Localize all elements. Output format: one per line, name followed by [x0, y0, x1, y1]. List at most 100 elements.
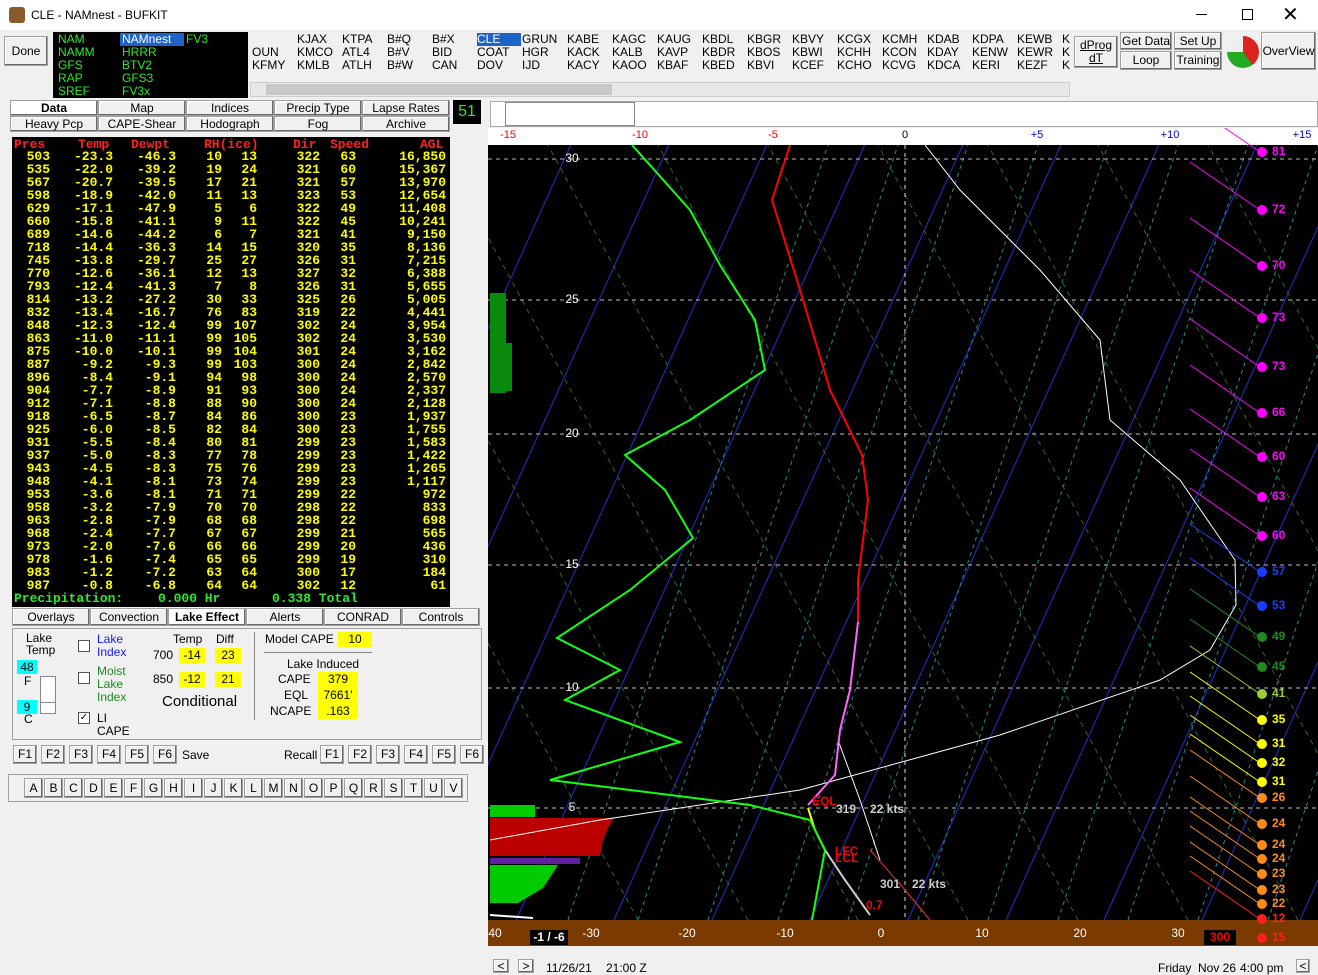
checkbox[interactable]	[78, 640, 90, 652]
fkey[interactable]: F5	[125, 745, 149, 764]
model-item[interactable]: NAMnest	[120, 33, 184, 46]
fkey[interactable]: F3	[69, 745, 93, 764]
letter-key[interactable]: A	[24, 778, 43, 798]
fkey[interactable]: F5	[432, 745, 456, 764]
station[interactable]: KCHO	[837, 58, 872, 72]
minimize[interactable]	[1196, 14, 1207, 15]
station[interactable]: KAVP	[657, 45, 689, 59]
model-item[interactable]: FV3x	[122, 84, 151, 98]
station[interactable]: ATLH	[342, 58, 372, 72]
letter-key[interactable]: V	[444, 778, 463, 798]
letter-key[interactable]: I	[184, 778, 203, 798]
station[interactable]: B#X	[432, 32, 455, 46]
station[interactable]: KERI	[972, 58, 1001, 72]
model-item[interactable]: RAP	[58, 71, 83, 85]
station[interactable]: KABE	[567, 32, 600, 46]
get-data-button[interactable]: Get Data	[1120, 32, 1172, 50]
spinner[interactable]	[40, 676, 56, 704]
station[interactable]: KDAY	[927, 45, 959, 59]
station[interactable]: CAN	[432, 58, 458, 72]
letter-key[interactable]: B	[44, 778, 63, 798]
letter-key[interactable]: D	[84, 778, 103, 798]
tab[interactable]: Indices	[186, 100, 274, 116]
station[interactable]: KJAX	[297, 32, 328, 46]
scroll-thumb[interactable]	[266, 84, 612, 95]
station[interactable]: KDAB	[927, 32, 960, 46]
loop-button[interactable]: Loop	[1120, 51, 1172, 70]
letter-key[interactable]: J	[204, 778, 223, 798]
station[interactable]: KFMY	[252, 58, 286, 72]
letter-key[interactable]: N	[284, 778, 303, 798]
tab[interactable]: Hodograph	[186, 116, 274, 132]
station[interactable]: KBWI	[792, 45, 823, 59]
station[interactable]: KDCA	[927, 58, 961, 72]
tab[interactable]: Fog	[274, 116, 362, 132]
next-button[interactable]: >	[518, 959, 534, 973]
tab[interactable]: CAPE-Shear	[98, 116, 186, 132]
tab[interactable]: Map	[98, 100, 186, 116]
letter-key[interactable]: K	[224, 778, 243, 798]
prev-button[interactable]: <	[493, 959, 509, 973]
model-item[interactable]: NAMM	[58, 45, 95, 59]
fkey[interactable]: F2	[41, 745, 65, 764]
station[interactable]: KCGX	[837, 32, 872, 46]
station[interactable]: COAT	[477, 45, 510, 59]
station[interactable]: B#Q	[387, 32, 412, 46]
model-item[interactable]: GFS3	[122, 71, 154, 85]
station[interactable]: B#W	[387, 58, 414, 72]
letter-key[interactable]: R	[364, 778, 383, 798]
tab[interactable]: Archive	[362, 116, 450, 132]
station[interactable]: KACY	[567, 58, 600, 72]
fkey[interactable]: F3	[376, 745, 400, 764]
panel-tab[interactable]: Controls	[402, 608, 480, 626]
model-item[interactable]: GFS	[58, 58, 83, 72]
station[interactable]: KMCO	[297, 45, 333, 59]
station[interactable]: DOV	[477, 58, 504, 72]
letter-key[interactable]: U	[424, 778, 443, 798]
station[interactable]: KEWB	[1017, 32, 1053, 46]
station[interactable]: IJD	[522, 58, 540, 72]
panel-tab[interactable]: Convection	[90, 608, 168, 626]
station[interactable]: KBGR	[747, 32, 782, 46]
letter-key[interactable]: O	[304, 778, 323, 798]
station[interactable]: KCMH	[882, 32, 918, 46]
station[interactable]: KAUG	[657, 32, 692, 46]
station[interactable]: ATL4	[342, 45, 370, 59]
station[interactable]: K	[1062, 45, 1071, 59]
letter-key[interactable]: F	[124, 778, 143, 798]
fkey[interactable]: F1	[13, 745, 37, 764]
fkey[interactable]: F1	[320, 745, 344, 764]
checkbox[interactable]	[78, 672, 90, 684]
spinner[interactable]	[40, 702, 56, 714]
panel-tab[interactable]: Lake Effect	[168, 608, 246, 626]
station[interactable]: B#V	[387, 45, 410, 59]
station[interactable]: KDPA	[972, 32, 1004, 46]
model-item[interactable]: SREF	[58, 84, 91, 98]
station[interactable]: KCEF	[792, 58, 825, 72]
fkey[interactable]: F4	[404, 745, 428, 764]
set-up-button[interactable]: Set Up	[1174, 32, 1222, 50]
station[interactable]: KCVG	[882, 58, 917, 72]
maximize[interactable]	[1242, 9, 1253, 20]
station[interactable]: KBAF	[657, 58, 689, 72]
letter-key[interactable]: L	[244, 778, 263, 798]
station[interactable]: KBDR	[702, 45, 736, 59]
station[interactable]: KENW	[972, 45, 1008, 59]
tab[interactable]: Lapse Rates	[362, 100, 450, 116]
station[interactable]: KBVY	[792, 32, 825, 46]
station[interactable]: KBDL	[702, 32, 734, 46]
station[interactable]: KCHH	[837, 45, 872, 59]
letter-key[interactable]: G	[144, 778, 163, 798]
fkey[interactable]: F6	[460, 745, 484, 764]
station[interactable]: KAGC	[612, 32, 647, 46]
station[interactable]: KTPA	[342, 32, 373, 46]
letter-key[interactable]: S	[384, 778, 403, 798]
slider-thumb[interactable]	[505, 102, 635, 126]
model-item[interactable]: HRRR	[122, 45, 157, 59]
station[interactable]: GRUN	[522, 32, 558, 46]
letter-key[interactable]: P	[324, 778, 343, 798]
prev-button[interactable]: <	[1296, 959, 1310, 973]
station[interactable]: KAOO	[612, 58, 647, 72]
close[interactable]: ✕	[1282, 4, 1299, 26]
fkey[interactable]: F4	[97, 745, 121, 764]
